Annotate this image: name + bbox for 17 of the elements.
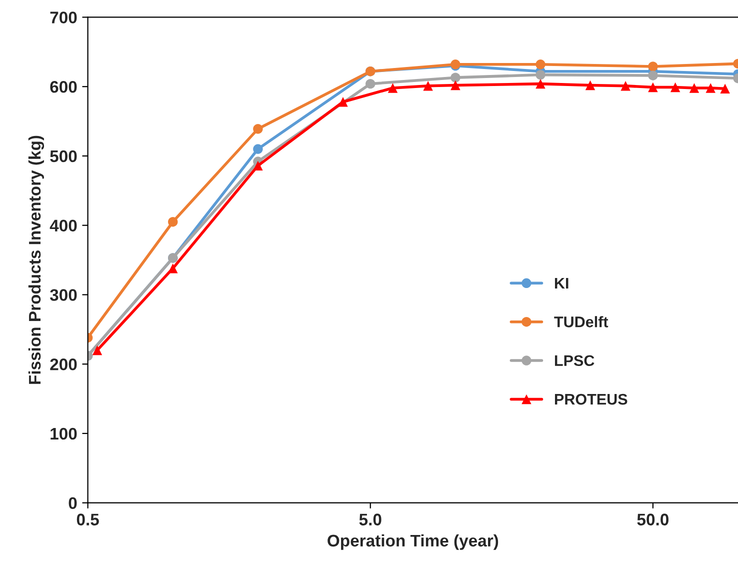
y-axis-title: Fission Products Inventory (kg) [28,136,44,384]
y-tick-label: 100 [50,428,77,440]
y-tick-label: 700 [50,12,77,24]
y-tick-label: 200 [50,358,77,370]
legend-label: LPSC [554,355,594,366]
y-tick-label: 0 [68,497,77,510]
y-tick-label: 600 [50,80,77,93]
legend-label: KI [554,278,568,288]
x-tick-label: 0.5 [76,514,99,526]
y-tick-label: 400 [50,220,77,232]
x-tick-label: 50.0 [637,514,668,526]
x-axis-title: Operation Time (year) [328,534,498,550]
y-tick-label: 500 [50,150,77,162]
legend-label: PROTEUS [554,394,628,405]
x-tick-label: 5.0 [359,514,382,526]
y-tick-label: 300 [50,289,77,301]
legend-label: TUDelft [554,316,608,328]
